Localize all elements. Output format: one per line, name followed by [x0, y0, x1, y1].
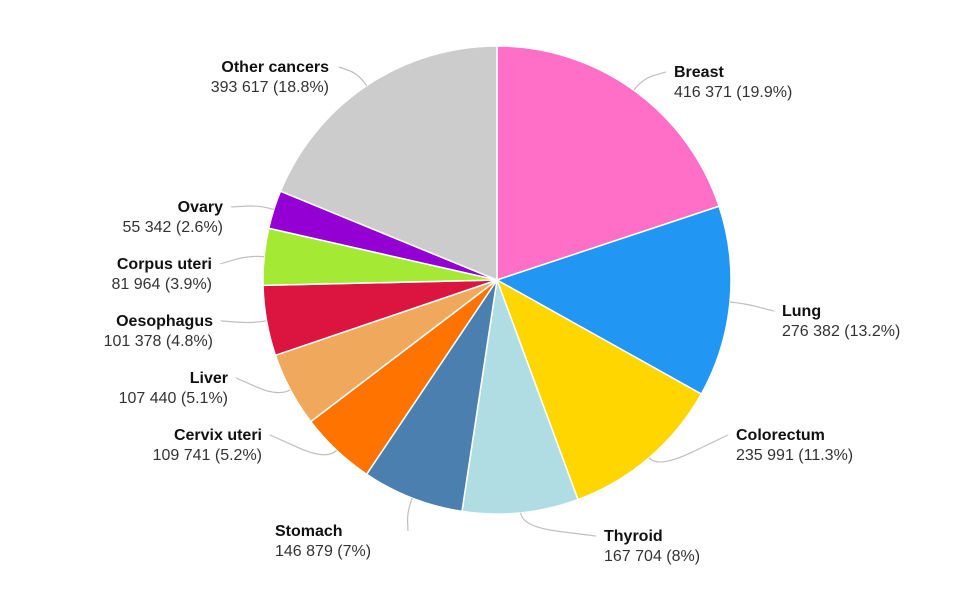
- slice-label-name-liver: Liver: [190, 370, 228, 387]
- leader-line-liver: [235, 377, 291, 394]
- leader-line-lung: [729, 301, 775, 312]
- slice-label-value-lung: 276 382 (13.2%): [782, 323, 900, 340]
- pie-slices: [262, 45, 732, 515]
- pie-slice-other-cancers: [279, 45, 498, 282]
- slice-label-name-other-cancers: Other cancers: [221, 59, 329, 76]
- slice-labels: Breast 416 371 (19.9%) Lung 276 382 (13.2%)…: [104, 59, 901, 565]
- slice-label-value-oesophagus: 101 378 (4.8%): [104, 333, 213, 350]
- slice-label-name-thyroid: Thyroid: [604, 528, 663, 545]
- slice-label-name-cervix-uteri: Cervix uteri: [174, 427, 262, 444]
- leader-line-other-cancers: [338, 66, 368, 87]
- leader-line-breast: [633, 71, 667, 91]
- slice-label-value-ovary: 55 342 (2.6%): [122, 219, 223, 236]
- leader-line-colorectum: [648, 434, 729, 463]
- leader-line-corpus-uteri: [219, 255, 265, 265]
- slice-label-value-stomach: 146 879 (7%): [275, 543, 371, 560]
- pie-slice-thyroid: [461, 279, 579, 515]
- slice-label-name-ovary: Ovary: [178, 199, 223, 216]
- pie-slice-breast: [496, 45, 721, 282]
- leader-line-stomach: [406, 497, 413, 532]
- slice-label-value-liver: 107 440 (5.1%): [119, 390, 228, 407]
- leader-line-cervix-uteri: [269, 434, 337, 456]
- leader-line-oesophagus: [220, 320, 267, 324]
- slice-label-value-thyroid: 167 704 (8%): [604, 548, 700, 565]
- slice-label-value-corpus-uteri: 81 964 (3.9%): [111, 276, 212, 293]
- pie-slice-stomach: [365, 279, 498, 513]
- slice-label-name-corpus-uteri: Corpus uteri: [117, 256, 212, 273]
- slice-label-value-cervix-uteri: 109 741 (5.2%): [153, 447, 262, 464]
- slice-label-name-oesophagus: Oesophagus: [116, 313, 213, 330]
- leader-lines: [219, 66, 775, 537]
- slice-label-name-stomach: Stomach: [275, 523, 343, 540]
- slice-label-name-breast: Breast: [674, 64, 724, 81]
- slice-label-name-lung: Lung: [782, 303, 821, 320]
- leader-line-ovary: [230, 205, 275, 211]
- slice-label-name-colorectum: Colorectum: [736, 427, 825, 444]
- slice-label-value-other-cancers: 393 617 (18.8%): [211, 79, 329, 96]
- slice-label-value-colorectum: 235 991 (11.3%): [736, 447, 853, 464]
- slice-label-value-breast: 416 371 (19.9%): [674, 84, 792, 101]
- leader-line-thyroid: [520, 512, 597, 537]
- pie-slice-lung: [495, 205, 732, 396]
